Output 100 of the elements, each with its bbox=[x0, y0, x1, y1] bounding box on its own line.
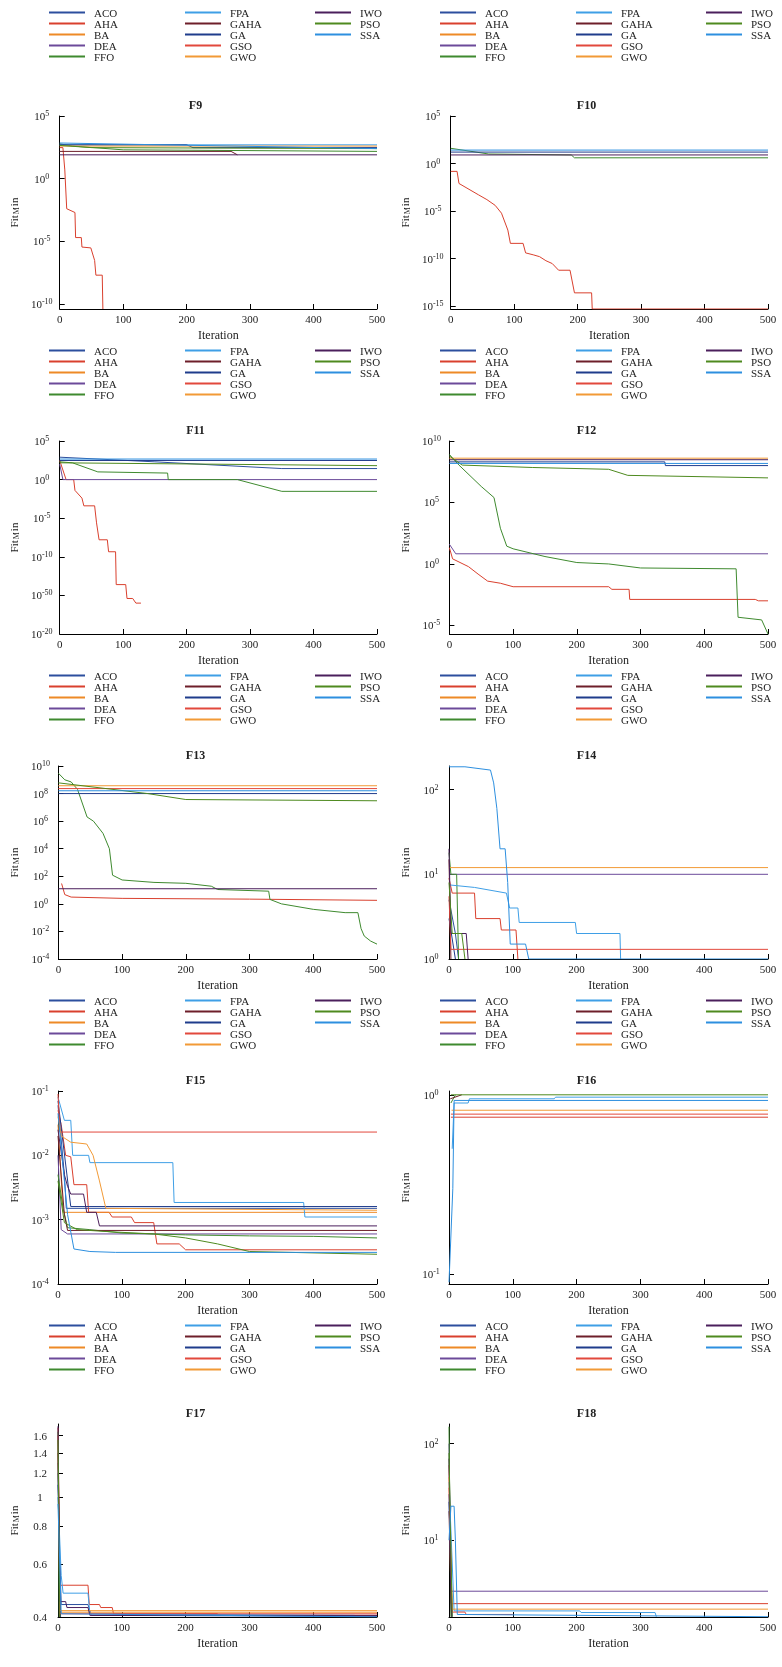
legend-label: AHA bbox=[94, 355, 118, 368]
x-tick-label: 500 bbox=[368, 1620, 386, 1633]
legend-label: DEA bbox=[94, 1027, 117, 1040]
legend-label: GAHA bbox=[621, 1005, 653, 1018]
x-tick-label: 200 bbox=[568, 1287, 586, 1300]
x-tick-label: 300 bbox=[241, 1620, 259, 1633]
y-axis-title: FitMin bbox=[7, 1505, 21, 1536]
legend-label: SSA bbox=[751, 366, 772, 379]
legend-label: GWO bbox=[621, 50, 648, 63]
legend-label: SSA bbox=[751, 28, 772, 41]
x-tick-label: 200 bbox=[178, 312, 196, 325]
x-tick-label: 300 bbox=[632, 312, 650, 325]
x-tick-label: 300 bbox=[632, 637, 650, 650]
x-axis-title: Iteration bbox=[198, 652, 239, 667]
legend-label: IWO bbox=[360, 344, 383, 357]
legend-label: SSA bbox=[751, 1016, 772, 1029]
legend-label: GSO bbox=[621, 1352, 644, 1365]
x-axis-title: Iteration bbox=[197, 1635, 238, 1650]
x-tick-label: 200 bbox=[177, 1620, 195, 1633]
x-tick-label: 400 bbox=[696, 312, 714, 325]
legend-label: DEA bbox=[94, 1352, 117, 1365]
legend-label: FPA bbox=[230, 994, 250, 1007]
chart-title: F15 bbox=[185, 1073, 206, 1087]
y-axis-title: FitMin bbox=[398, 197, 412, 228]
legend-label: GAHA bbox=[621, 680, 653, 693]
legend-label: GWO bbox=[621, 1363, 648, 1376]
legend-label: GSO bbox=[230, 1027, 253, 1040]
legend-label: AHA bbox=[485, 355, 509, 368]
legend-label: FFO bbox=[94, 1038, 115, 1051]
legend-label: GSO bbox=[621, 702, 644, 715]
legend-label: ACO bbox=[485, 669, 509, 682]
x-tick-label: 200 bbox=[568, 1620, 586, 1633]
legend-label: AHA bbox=[485, 17, 509, 30]
legend-label: PSO bbox=[751, 1005, 772, 1018]
x-axis-title: Iteration bbox=[589, 327, 630, 342]
legend-label: GA bbox=[621, 691, 637, 704]
legend-label: BA bbox=[94, 28, 110, 41]
legend-label: FFO bbox=[485, 713, 506, 726]
legend-label: BA bbox=[94, 691, 110, 704]
legend-label: FPA bbox=[230, 669, 250, 682]
legend-label: DEA bbox=[94, 377, 117, 390]
legend-label: DEA bbox=[485, 1352, 508, 1365]
x-tick-label: 0 bbox=[55, 1620, 62, 1633]
x-tick-label: 100 bbox=[113, 1620, 131, 1633]
legend-label: ACO bbox=[485, 6, 509, 19]
x-tick-label: 400 bbox=[305, 637, 323, 650]
legend-label: GA bbox=[230, 28, 246, 41]
x-tick-label: 0 bbox=[446, 1287, 453, 1300]
x-tick-label: 0 bbox=[446, 962, 453, 975]
x-tick-label: 300 bbox=[632, 962, 650, 975]
x-tick-label: 100 bbox=[113, 962, 131, 975]
legend-label: PSO bbox=[751, 17, 772, 30]
legend-label: GSO bbox=[621, 39, 644, 52]
x-tick-label: 100 bbox=[505, 312, 523, 325]
x-tick-label: 300 bbox=[241, 962, 259, 975]
legend-label: SSA bbox=[360, 691, 381, 704]
legend-label: DEA bbox=[485, 39, 508, 52]
legend-label: AHA bbox=[485, 1005, 509, 1018]
legend-label: IWO bbox=[751, 994, 774, 1007]
chart-title: F12 bbox=[576, 423, 597, 437]
legend-label: DEA bbox=[485, 1027, 508, 1040]
legend-label: AHA bbox=[94, 1005, 118, 1018]
x-axis-title: Iteration bbox=[197, 1302, 238, 1317]
y-axis-title: FitMin bbox=[398, 1172, 412, 1203]
legend-label: GWO bbox=[230, 50, 257, 63]
legend-label: DEA bbox=[94, 702, 117, 715]
legend-label: FFO bbox=[94, 1363, 115, 1376]
chart-title: F17 bbox=[185, 1406, 206, 1420]
x-tick-label: 200 bbox=[177, 962, 195, 975]
legend-label: AHA bbox=[485, 680, 509, 693]
legend-label: IWO bbox=[360, 994, 383, 1007]
legend-label: ACO bbox=[94, 994, 118, 1007]
x-tick-label: 500 bbox=[368, 312, 386, 325]
legend-label: GAHA bbox=[230, 1005, 262, 1018]
legend-label: SSA bbox=[751, 1341, 772, 1354]
x-tick-label: 100 bbox=[504, 962, 522, 975]
legend-label: BA bbox=[485, 691, 501, 704]
legend-label: GA bbox=[621, 28, 637, 41]
legend-label: SSA bbox=[360, 1341, 381, 1354]
chart-title: F14 bbox=[576, 748, 597, 762]
x-axis-title: Iteration bbox=[588, 977, 629, 992]
x-tick-label: 200 bbox=[177, 1287, 195, 1300]
chart-title: F18 bbox=[576, 1406, 597, 1420]
legend-label: DEA bbox=[485, 702, 508, 715]
legend-label: GWO bbox=[230, 388, 257, 401]
x-tick-label: 500 bbox=[368, 1287, 386, 1300]
legend-label: IWO bbox=[360, 669, 383, 682]
y-tick-label: 0.8 bbox=[33, 1520, 48, 1533]
x-tick-label: 200 bbox=[568, 962, 586, 975]
legend-label: GA bbox=[230, 1016, 246, 1029]
legend-label: AHA bbox=[94, 680, 118, 693]
x-tick-label: 0 bbox=[55, 962, 62, 975]
x-tick-label: 100 bbox=[504, 1620, 522, 1633]
y-axis-title: FitMin bbox=[398, 847, 412, 878]
legend-label: GAHA bbox=[230, 355, 262, 368]
x-axis-title: Iteration bbox=[588, 652, 630, 667]
legend-label: GSO bbox=[621, 1027, 644, 1040]
x-tick-label: 300 bbox=[241, 1287, 259, 1300]
y-tick-label: 1 bbox=[37, 1491, 43, 1504]
y-tick-label: 1.6 bbox=[33, 1429, 48, 1442]
